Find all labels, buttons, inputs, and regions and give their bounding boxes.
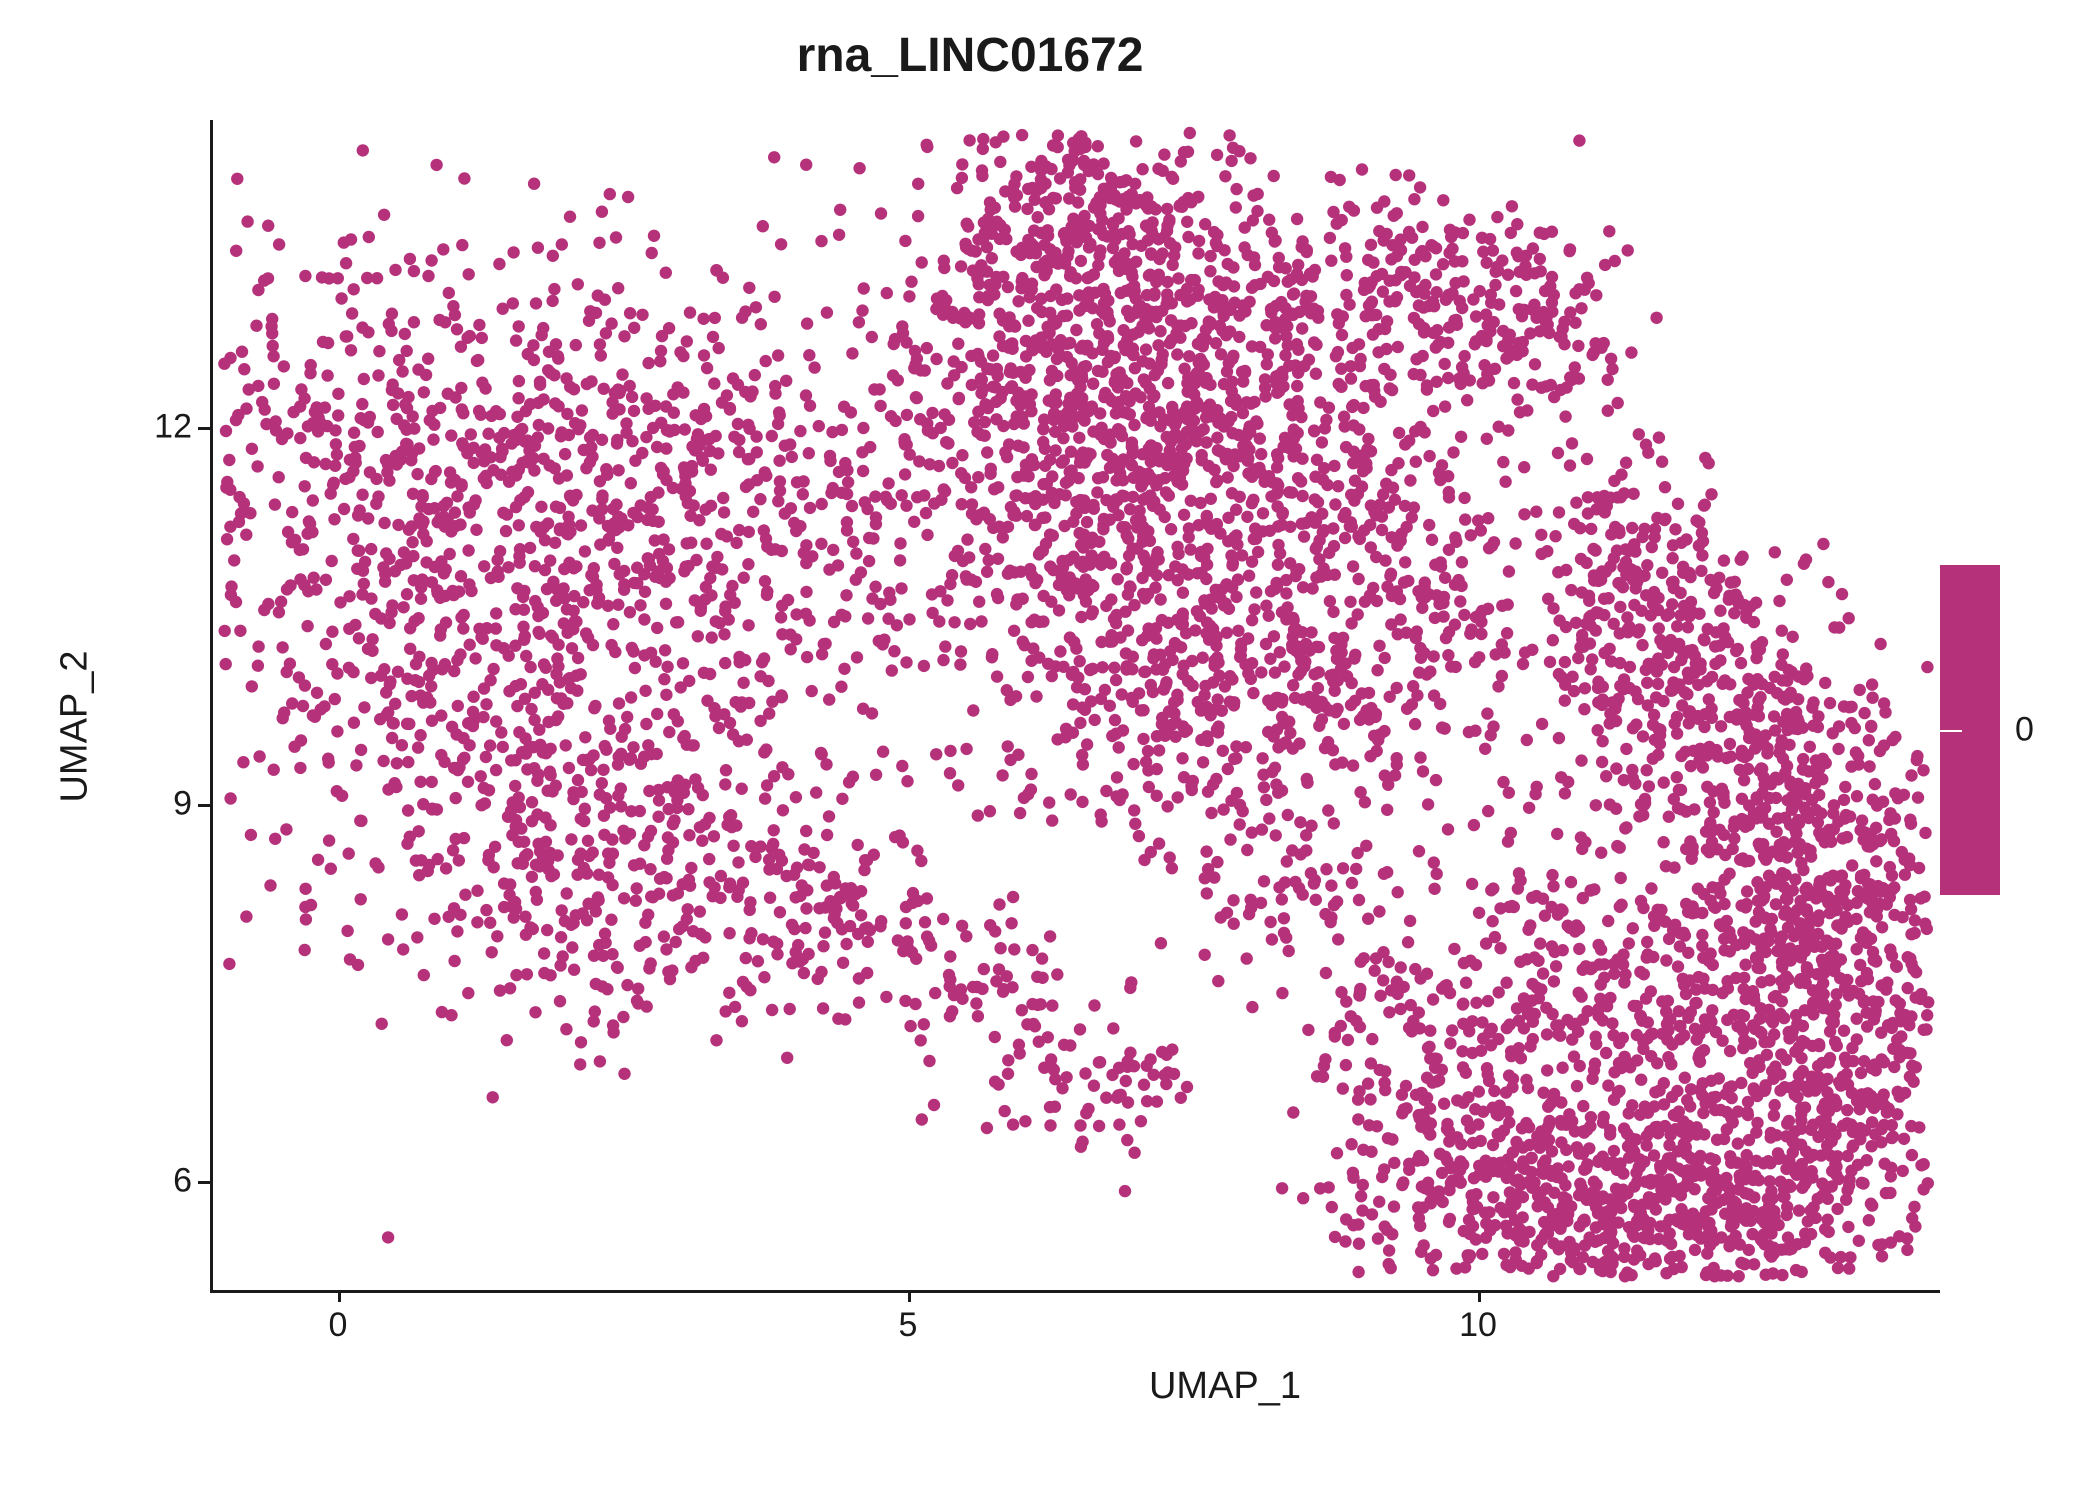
x-tick-0 — [338, 1290, 341, 1302]
legend-value-label: 0 — [2015, 711, 2034, 750]
umap-plot-container: rna_LINC01672 12 9 6 0 5 10 UMAP_2 UMAP_… — [0, 0, 2100, 1500]
x-tick-label-0: 0 — [308, 1306, 368, 1345]
plot-area: 12 9 6 0 5 10 UMAP_2 UMAP_1 — [210, 120, 1940, 1290]
x-axis-line — [210, 1290, 1940, 1293]
y-axis-title: UMAP_2 — [54, 577, 97, 877]
y-tick-label-9: 9 — [142, 785, 192, 824]
x-tick-10 — [1478, 1290, 1481, 1302]
x-axis-title: UMAP_1 — [1075, 1365, 1375, 1408]
scatter-dots-svg — [210, 120, 1940, 1290]
legend-tick-mark — [1932, 730, 1962, 732]
x-tick-label-5: 5 — [878, 1306, 938, 1345]
y-tick-label-12: 12 — [142, 408, 192, 447]
legend: 0 — [1940, 565, 2000, 895]
y-tick-9 — [198, 804, 210, 807]
y-tick-label-6: 6 — [142, 1162, 192, 1201]
x-tick-label-10: 10 — [1448, 1306, 1508, 1345]
y-tick-6 — [198, 1181, 210, 1184]
chart-title: rna_LINC01672 — [0, 28, 1940, 83]
x-tick-5 — [908, 1290, 911, 1302]
y-tick-12 — [198, 427, 210, 430]
